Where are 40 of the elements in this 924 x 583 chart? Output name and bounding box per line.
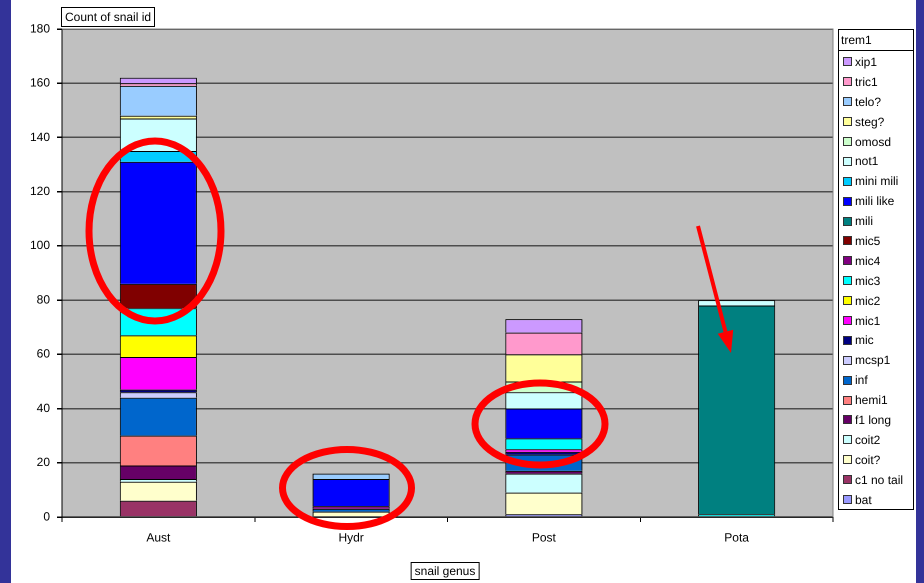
y-tick-label: 160 xyxy=(30,76,50,90)
legend-label: f1 long xyxy=(855,412,892,427)
y-tick-label: 100 xyxy=(30,238,50,252)
legend-label: xip1 xyxy=(855,54,878,69)
legend-label: mic5 xyxy=(855,234,880,248)
legend-label: inf xyxy=(855,373,868,388)
x-tick-label: Post xyxy=(532,530,557,545)
legend-label: coit? xyxy=(855,452,880,467)
x-axis-title: snail genus xyxy=(410,562,480,580)
x-tick-label: Pota xyxy=(724,530,750,545)
legend-label: steg? xyxy=(855,114,884,129)
legend-label: mic4 xyxy=(855,254,880,268)
y-axis-title: Count of snail id xyxy=(61,7,156,27)
y-tick-label: 0 xyxy=(43,509,50,524)
x-tick-label: Aust xyxy=(146,530,172,545)
legend-label: bat xyxy=(855,492,872,507)
legend-label: not1 xyxy=(855,154,878,168)
legend-label: hemi1 xyxy=(855,393,888,408)
legend-label: c1 no tail xyxy=(855,472,904,487)
legend-label: mic2 xyxy=(855,294,880,308)
y-tick-label: 80 xyxy=(36,292,50,306)
legend-label: mic1 xyxy=(855,314,880,328)
legend-label: coit2 xyxy=(855,432,880,447)
legend-label: mini mili xyxy=(855,174,898,188)
y-tick-label: 140 xyxy=(30,130,50,144)
y-tick-label: 60 xyxy=(36,346,50,361)
y-tick-label: 120 xyxy=(30,184,50,198)
legend-label: mcsp1 xyxy=(855,353,890,368)
y-tick-label: 20 xyxy=(36,455,50,470)
legend-label: omosd xyxy=(855,134,892,148)
legend-label: telo? xyxy=(855,94,882,109)
legend-label: mili like xyxy=(855,194,894,208)
legend-label: tric1 xyxy=(855,74,878,89)
legend-label: mili xyxy=(855,214,873,228)
legend-title: trem1 xyxy=(839,30,913,51)
x-tick-label: Hydr xyxy=(338,530,364,545)
legend-label: mic xyxy=(855,333,874,348)
legend-label: mic3 xyxy=(855,274,880,288)
y-tick-label: 180 xyxy=(30,21,50,36)
y-tick-label: 40 xyxy=(36,400,50,415)
